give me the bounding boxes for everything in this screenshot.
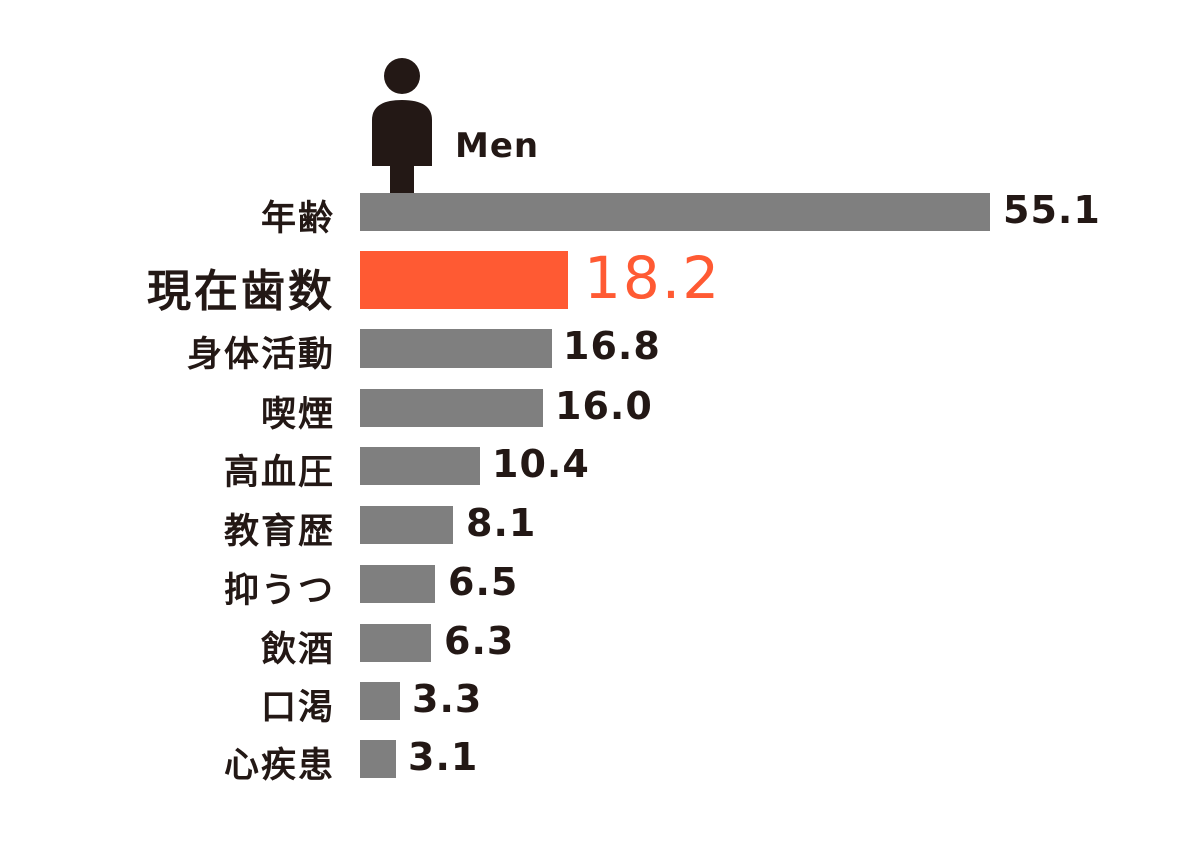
category-label: 身体活動 (186, 335, 335, 375)
category-label: 心疾患 (223, 746, 335, 786)
bar (360, 389, 543, 427)
person-icon (372, 58, 432, 193)
value-label: 18.2 (584, 244, 722, 312)
category-label: 飲酒 (260, 630, 335, 670)
value-label: 16.8 (563, 324, 661, 368)
highlight-bar (360, 251, 568, 309)
bar (360, 329, 552, 368)
value-label: 16.0 (555, 384, 653, 428)
bar (360, 506, 453, 544)
category-label: 年齢 (260, 199, 335, 239)
value-label: 8.1 (466, 501, 537, 545)
category-label: 喫煙 (260, 395, 335, 435)
category-label: 口渇 (260, 688, 335, 728)
value-label: 55.1 (1003, 188, 1101, 232)
category-label: 高血圧 (223, 453, 335, 493)
value-label: 3.1 (408, 735, 479, 779)
category-label: 現在歯数 (147, 266, 335, 317)
category-label: 抑うつ (223, 571, 335, 611)
value-label: 6.3 (444, 619, 515, 663)
bar (360, 624, 431, 662)
value-label: 10.4 (492, 442, 590, 486)
value-label: 6.5 (448, 560, 519, 604)
bar (360, 447, 480, 485)
bar (360, 740, 396, 778)
chart-legend: Men (372, 58, 612, 193)
bar (360, 565, 435, 603)
value-label: 3.3 (412, 677, 483, 721)
bar (360, 193, 990, 231)
category-label: 教育歴 (223, 512, 335, 552)
bar (360, 682, 400, 720)
legend-label: Men (455, 126, 540, 166)
